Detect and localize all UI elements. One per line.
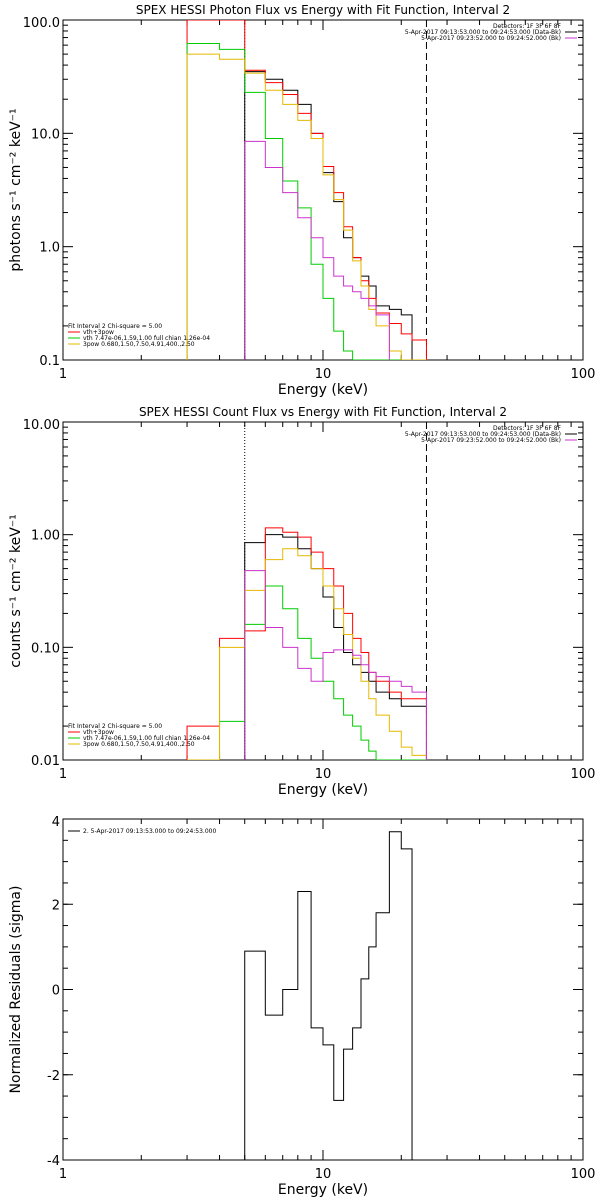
x-minor-ticks xyxy=(140,422,572,760)
header-line: Detectors: 1F 3F 6F 8F xyxy=(493,425,562,432)
header-line: Detectors: 1F 3F 6F 8F xyxy=(493,23,562,30)
y-axis-title: Normalized Residuals (sigma) xyxy=(8,886,24,1094)
header-line: 5-Apr-2017 09:13:53.000 to 09:24:53.000 … xyxy=(405,431,561,438)
x-minor-ticks xyxy=(140,819,572,1160)
legend-line: Fit Interval 2 Chi-square = 5.00 xyxy=(68,323,162,330)
y-tick-label: 0 xyxy=(52,984,60,999)
x-tick-label: 1 xyxy=(59,767,67,782)
chart-title: SPEX HESSI Count Flux vs Energy with Fit… xyxy=(139,405,507,419)
y-axis-title: photons s⁻¹ cm⁻² keV⁻¹ xyxy=(8,108,24,271)
plot-frame xyxy=(62,19,584,361)
y-tick-label: 1.0 xyxy=(39,241,60,256)
y-tick-label: 10.0 xyxy=(31,127,60,142)
y-tick-label: -4 xyxy=(47,1154,60,1169)
y-tick-label: 2 xyxy=(52,898,60,913)
x-axis-title: Energy (keV) xyxy=(278,782,368,798)
series-2-histogram xyxy=(186,527,427,760)
x-axis-title: Energy (keV) xyxy=(278,1182,368,1198)
y-tick-label: 0.1 xyxy=(39,354,60,369)
y-minor-ticks xyxy=(63,24,583,327)
y-minor-ticks xyxy=(63,818,583,1161)
y-tick-label: 0.01 xyxy=(31,754,60,769)
series-1-histogram xyxy=(244,71,413,360)
y-axis-title: counts s⁻¹ cm⁻² keV⁻¹ xyxy=(8,514,24,668)
series-5-histogram xyxy=(244,140,390,360)
plot-frame xyxy=(62,818,584,1161)
x-tick-label: 10 xyxy=(315,767,332,782)
x-tick-label: 1 xyxy=(59,1167,67,1182)
legend-line: Fit Interval 2 Chi-square = 5.00 xyxy=(68,723,162,730)
x-tick-label: 100 xyxy=(571,767,596,782)
plot-area xyxy=(186,422,427,760)
legend-line: 3pow 0.680,1.50,7.50,4.91,400.,2.50 xyxy=(83,741,195,748)
y-tick-label: 10.00 xyxy=(23,418,60,433)
series-1-histogram xyxy=(244,534,427,760)
y-tick-label: 0.10 xyxy=(31,641,60,656)
y-minor-ticks xyxy=(63,426,583,727)
legend-line: 2. 5-Apr-2017 09:13:53.000 to 09:24:53.0… xyxy=(83,828,216,835)
x-axis-title: Energy (keV) xyxy=(278,382,368,398)
x-tick-label: 10 xyxy=(315,1167,332,1182)
x-tick-label: 1 xyxy=(59,367,67,382)
plot-area xyxy=(186,20,427,360)
legend-line: vth+3pow xyxy=(83,329,114,336)
series-4-histogram xyxy=(186,53,427,360)
y-tick-label: 4 xyxy=(52,815,60,830)
legend-line: vth 7.47e-06,1.59,1.00 full chian 1.26e-… xyxy=(83,335,210,342)
series-1-histogram xyxy=(244,831,413,1160)
series-4-histogram xyxy=(187,548,427,760)
y-tick-label: 100.0 xyxy=(23,16,60,31)
plot-area xyxy=(244,831,413,1160)
legend-line: vth 7.47e-06,1.59,1.00 full chian 1.26e-… xyxy=(83,735,210,742)
x-tick-label: 10 xyxy=(315,367,332,382)
y-tick-label: -2 xyxy=(47,1069,60,1084)
y-tick-label: 1.00 xyxy=(31,529,60,544)
x-tick-label: 100 xyxy=(571,1167,596,1182)
series-3-histogram xyxy=(187,585,427,760)
header-line: 5-Apr-2017 09:13:53.000 to 09:24:53.000 … xyxy=(405,29,561,36)
series-3-histogram xyxy=(186,43,427,360)
series-5-histogram xyxy=(244,570,427,760)
x-minor-ticks xyxy=(140,20,572,360)
panel-2: SPEX HESSI Count Flux vs Energy with Fit… xyxy=(8,405,595,798)
x-tick-label: 100 xyxy=(571,367,596,382)
header-line: 5-Apr-2017 09:23:52.000 to 09:24:52.000 … xyxy=(421,35,561,42)
legend-line: vth+3pow xyxy=(83,729,114,736)
legend-line: 3pow 0.680,1.50,7.50,4.91,400.,2.50 xyxy=(83,341,195,348)
panel-3: 1 10 100 -4 -2 0 2 4 Energy (keV) Normalized Resi… xyxy=(8,815,595,1198)
header-line: 5-Apr-2017 09:23:52.000 to 09:24:52.000 … xyxy=(421,437,561,444)
panel-1: SPEX HESSI Photon Flux vs Energy with Fi… xyxy=(8,3,595,398)
chart-title: SPEX HESSI Photon Flux vs Energy with Fi… xyxy=(136,3,510,17)
